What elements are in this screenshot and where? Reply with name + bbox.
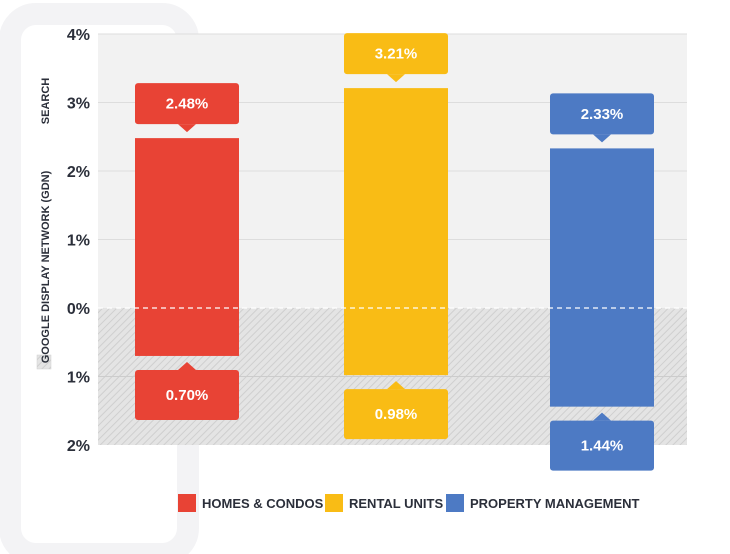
- y-tick-label: 1%: [67, 233, 90, 250]
- y-tick-label: 2%: [67, 438, 90, 455]
- legend-swatch: [325, 494, 343, 512]
- legend-swatch: [178, 494, 196, 512]
- search-value-label: 2.33%: [581, 106, 624, 123]
- search-value-callout: [135, 83, 239, 125]
- y-tick-label: 3%: [67, 96, 90, 113]
- y-axis-ticks: 0% 1% 2% 3% 4% 1% 2%: [67, 27, 90, 455]
- gdn-axis-label: GOOGLE DISPLAY NETWORK (GDN): [40, 170, 52, 363]
- search-value-callout: [550, 93, 654, 135]
- bars: 2.48% 0.70% 3.21% 0.98% 2.33% 1.44%: [135, 33, 654, 471]
- bar: [135, 138, 239, 356]
- legend-swatch: [446, 494, 464, 512]
- search-value-label: 2.48%: [166, 96, 209, 113]
- legend-label: PROPERTY MANAGEMENT: [470, 496, 640, 511]
- legend-label: RENTAL UNITS: [349, 496, 443, 511]
- callout-pointer: [387, 381, 405, 390]
- y-tick-label: 1%: [67, 370, 90, 387]
- y-tick-label: 0%: [67, 301, 90, 318]
- search-axis-label: SEARCH: [40, 78, 52, 125]
- gdn-value-label: 0.70%: [166, 387, 209, 404]
- gdn-value-callout: [135, 369, 239, 420]
- gdn-value-callout: [344, 389, 448, 440]
- search-value-label: 3.21%: [375, 46, 418, 63]
- gdn-value-label: 1.44%: [581, 438, 624, 455]
- legend-label: HOMES & CONDOS: [202, 496, 324, 511]
- bar: [550, 148, 654, 407]
- callout-pointer: [178, 361, 196, 370]
- callout-pointer: [593, 412, 611, 421]
- search-value-callout: [344, 33, 448, 75]
- gdn-axis-swatch: [36, 354, 52, 370]
- legend: HOMES & CONDOS RENTAL UNITS PROPERTY MANAG…: [178, 494, 640, 512]
- gdn-value-callout: [550, 420, 654, 471]
- y-tick-label: 4%: [67, 27, 90, 44]
- callout-pointer: [178, 124, 196, 133]
- gdn-value-label: 0.98%: [375, 406, 418, 423]
- y-tick-label: 2%: [67, 164, 90, 181]
- bar: [344, 88, 448, 376]
- callout-pointer: [387, 74, 405, 83]
- callout-pointer: [593, 134, 611, 143]
